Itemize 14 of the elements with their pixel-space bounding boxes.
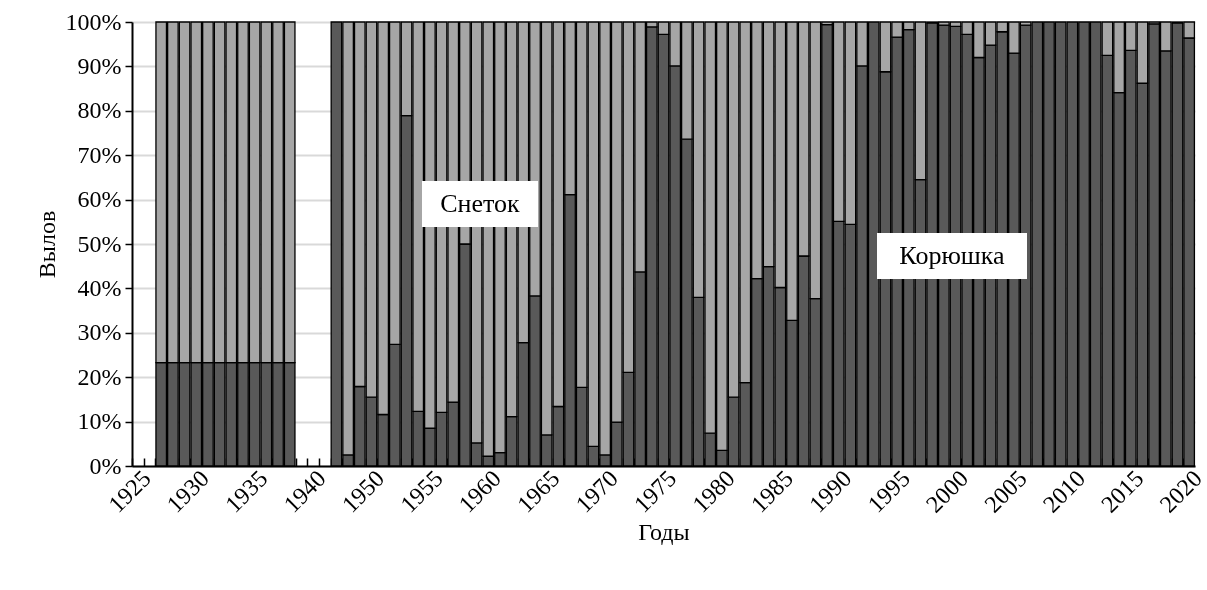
y-tick-label: 10% [77, 408, 122, 435]
y-tick-label: 100% [65, 8, 122, 35]
y-tick-label: 80% [77, 97, 122, 124]
y-tick-label: 40% [77, 274, 122, 301]
series-label: Снеток [440, 189, 521, 218]
y-tick-label: 60% [77, 186, 122, 213]
y-tick-label: 90% [77, 52, 122, 79]
y-tick-label: 70% [77, 141, 122, 168]
series-label: Корюшка [899, 241, 1006, 270]
y-tick-label: 50% [77, 230, 122, 257]
y-axis-title: Вылов [33, 210, 60, 279]
y-tick-label: 20% [77, 363, 122, 390]
y-tick-label: 30% [77, 319, 122, 346]
x-axis-title: Годы [638, 519, 690, 546]
